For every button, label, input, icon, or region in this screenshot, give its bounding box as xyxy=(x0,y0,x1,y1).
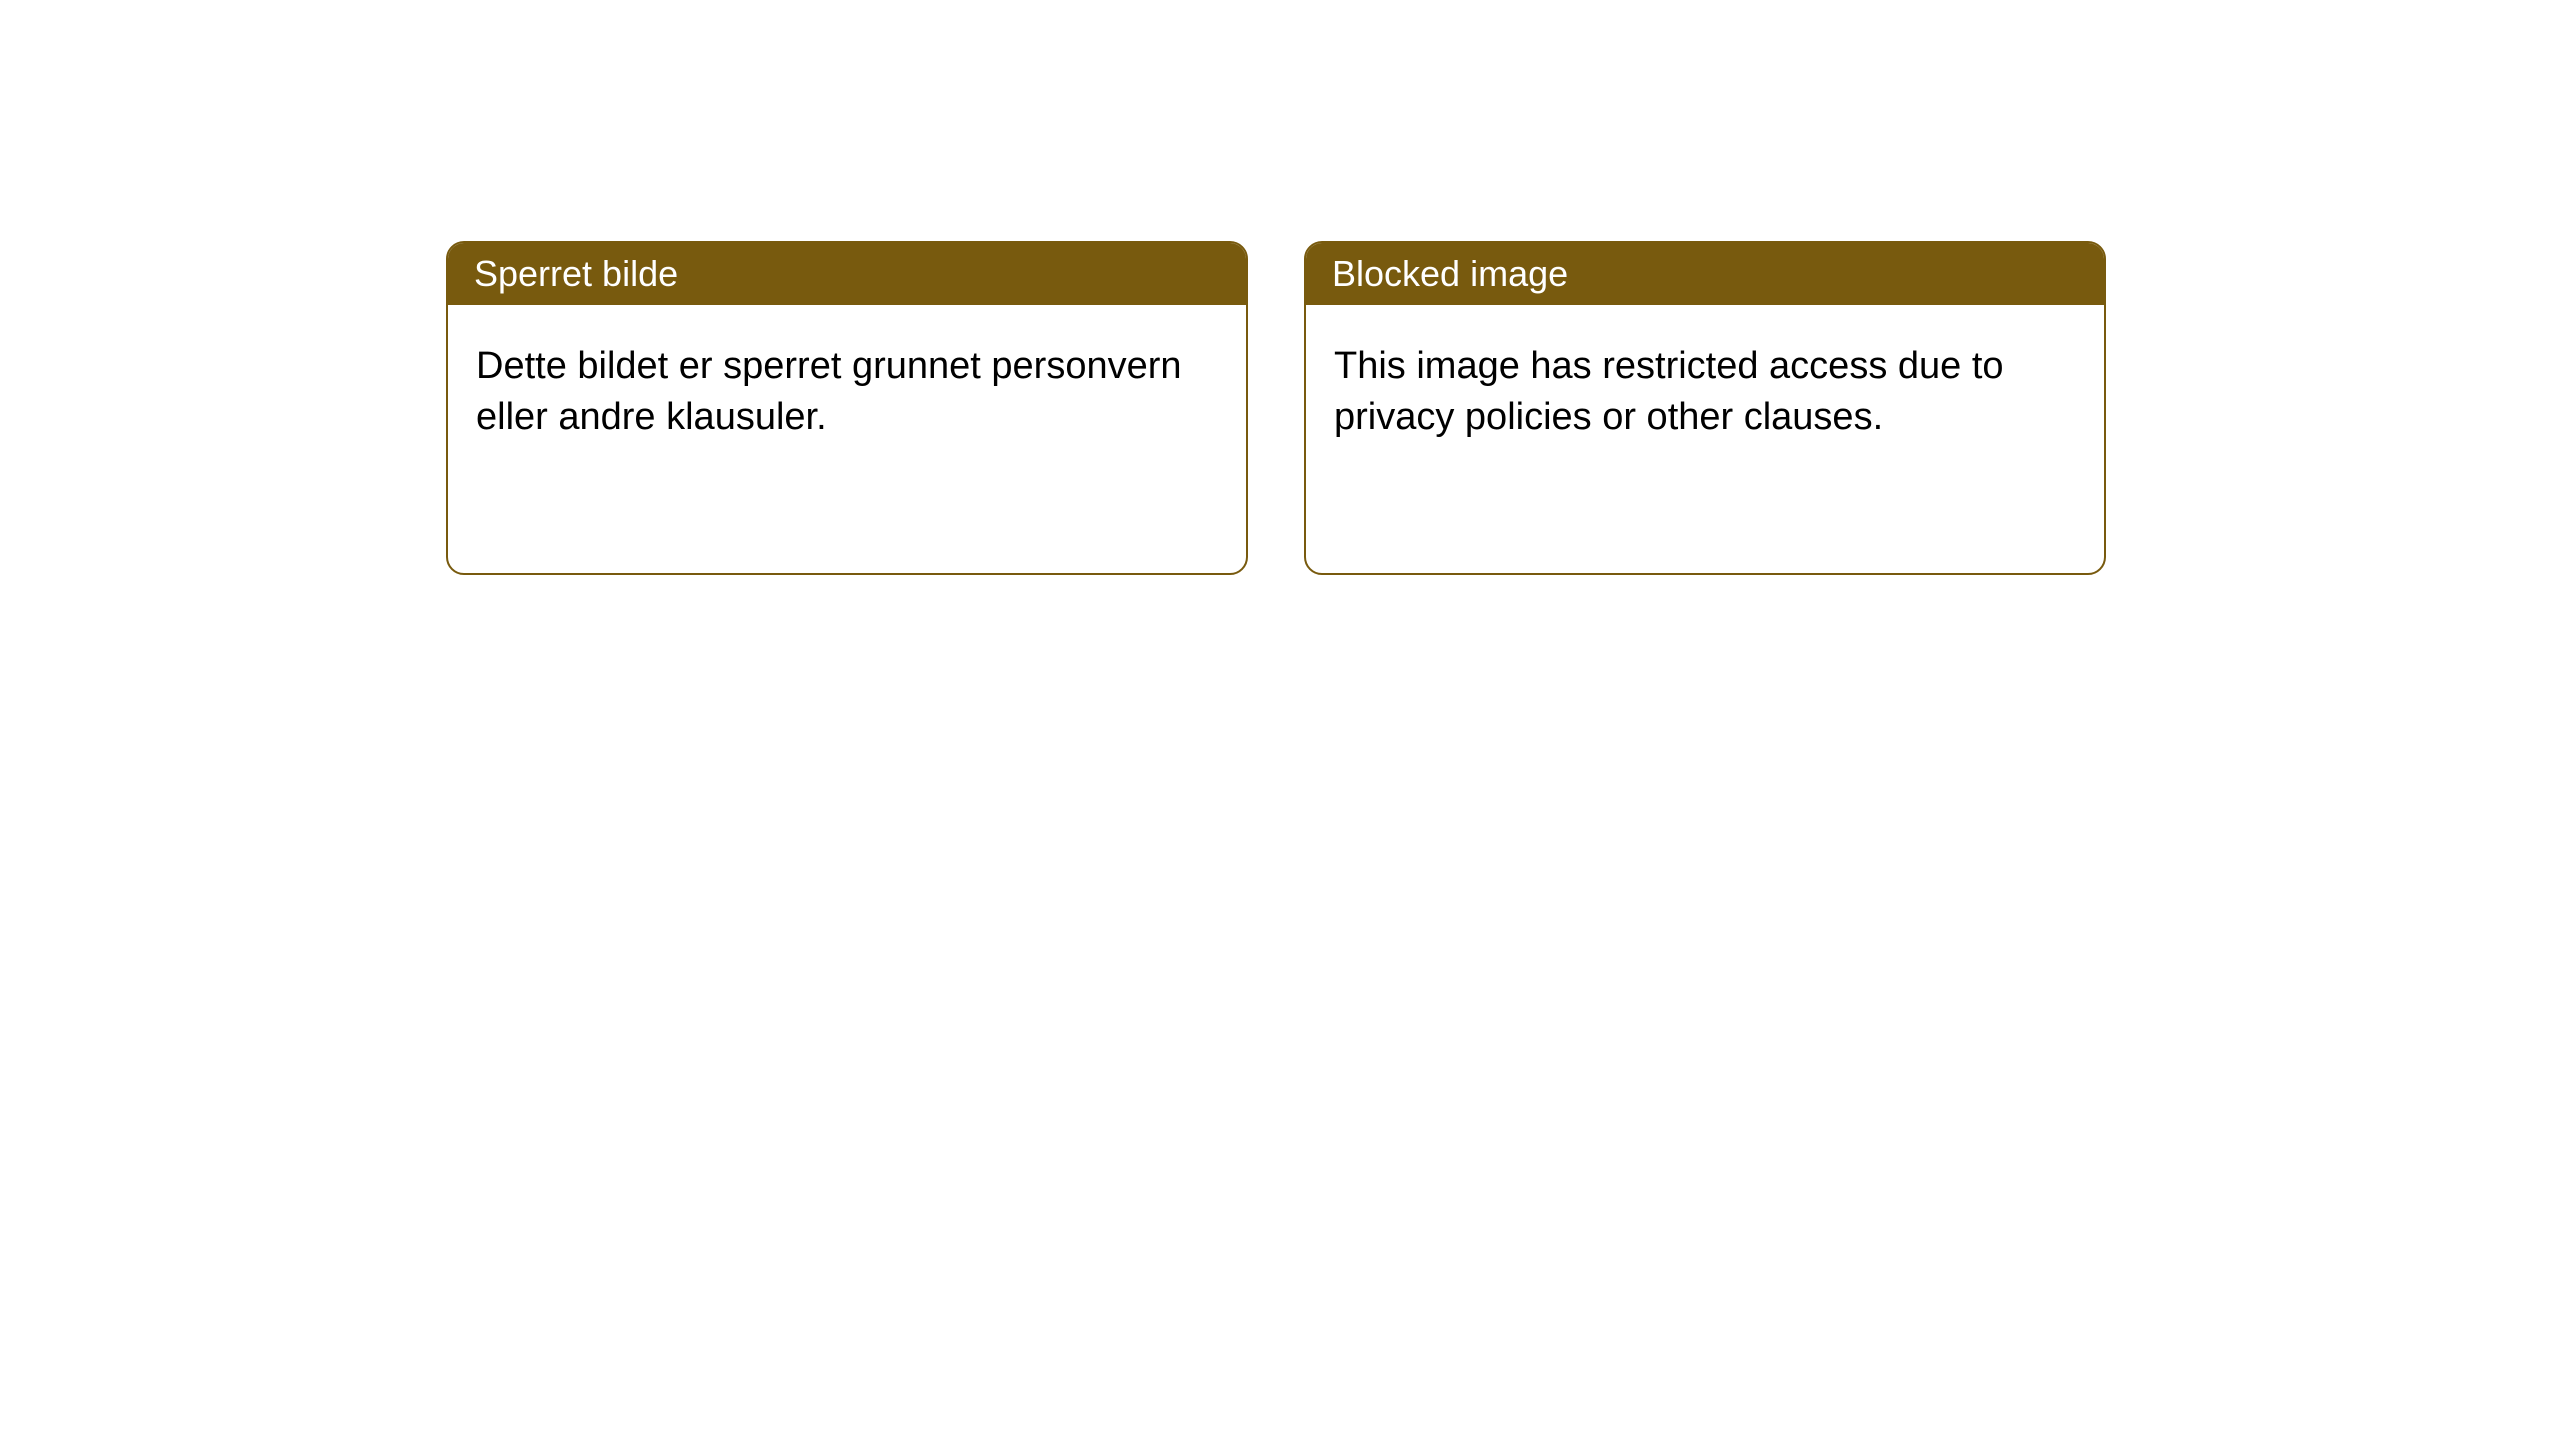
notice-container: Sperret bilde Dette bildet er sperret gr… xyxy=(0,0,2560,575)
card-title: Blocked image xyxy=(1306,243,2104,305)
card-title: Sperret bilde xyxy=(448,243,1246,305)
card-body: This image has restricted access due to … xyxy=(1306,305,2104,480)
notice-card-norwegian: Sperret bilde Dette bildet er sperret gr… xyxy=(446,241,1248,575)
card-body: Dette bildet er sperret grunnet personve… xyxy=(448,305,1246,480)
notice-card-english: Blocked image This image has restricted … xyxy=(1304,241,2106,575)
